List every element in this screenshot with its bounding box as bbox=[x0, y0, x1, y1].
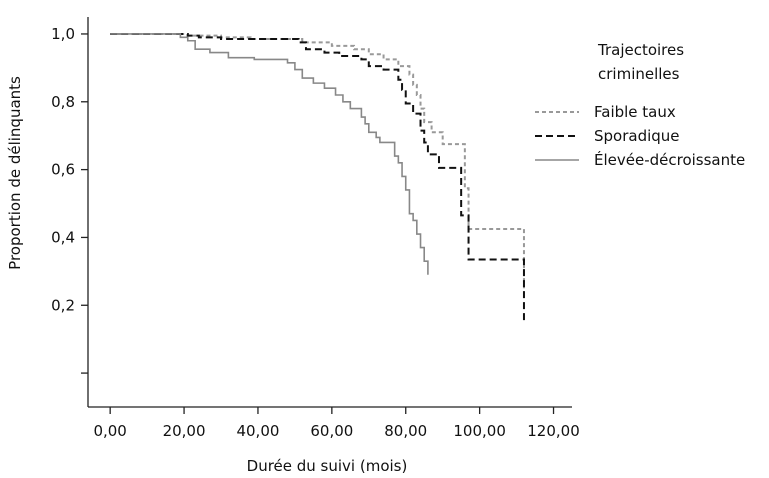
legend-title-line-2: criminelles bbox=[598, 65, 680, 83]
axes: 0,00 20,00 40,00 60,00 80,00 100,00 120,00 0,2 0… bbox=[51, 17, 580, 440]
y-tick-label: 0,6 bbox=[51, 161, 75, 179]
x-tick-label: 80,00 bbox=[384, 422, 427, 440]
y-tick-label: 0,2 bbox=[51, 296, 75, 314]
legend: Trajectoires criminelles Faible taux Spor… bbox=[535, 41, 745, 169]
y-tick-label: 0,4 bbox=[51, 228, 75, 246]
x-tick-label: 100,00 bbox=[453, 422, 506, 440]
x-tick-label: 0,00 bbox=[93, 422, 126, 440]
x-tick-label: 120,00 bbox=[527, 422, 580, 440]
y-tick-label: 0,8 bbox=[51, 93, 75, 111]
legend-title-line-1: Trajectoires bbox=[597, 41, 684, 59]
series-line-3 bbox=[110, 33, 429, 275]
x-axis-label: Durée du suivi (mois) bbox=[247, 457, 408, 475]
x-tick-label: 60,00 bbox=[310, 422, 353, 440]
y-axis-label: Proportion de délinquants bbox=[6, 76, 24, 270]
legend-label-1: Faible taux bbox=[594, 103, 676, 121]
x-tick-label: 20,00 bbox=[163, 422, 206, 440]
x-tick-label: 40,00 bbox=[236, 422, 279, 440]
y-tick-label: 1,0 bbox=[51, 25, 75, 43]
legend-label-2: Sporadique bbox=[594, 127, 680, 145]
series-line-2 bbox=[110, 32, 525, 323]
plot-area bbox=[110, 32, 525, 323]
legend-label-3: Élevée-décroissante bbox=[594, 150, 745, 169]
series-line-1 bbox=[110, 32, 525, 289]
